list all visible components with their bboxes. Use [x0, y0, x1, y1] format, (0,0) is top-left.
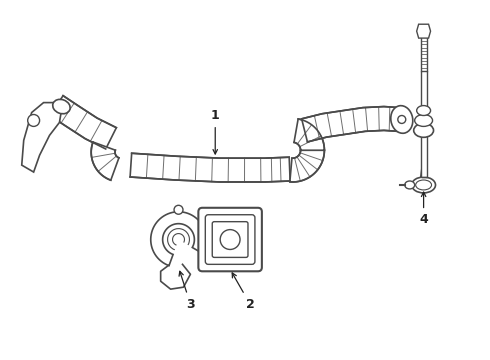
Polygon shape	[290, 150, 324, 182]
FancyBboxPatch shape	[205, 215, 255, 264]
Polygon shape	[91, 142, 119, 180]
Ellipse shape	[391, 105, 413, 133]
Ellipse shape	[415, 114, 433, 126]
Text: 2: 2	[232, 273, 254, 311]
Ellipse shape	[53, 99, 70, 114]
FancyBboxPatch shape	[212, 222, 248, 257]
Circle shape	[220, 230, 240, 249]
Ellipse shape	[405, 181, 415, 189]
Circle shape	[174, 205, 183, 214]
Circle shape	[398, 116, 406, 123]
Text: 4: 4	[419, 192, 428, 226]
Text: 1: 1	[211, 109, 220, 154]
Polygon shape	[420, 130, 427, 177]
Text: 3: 3	[179, 271, 195, 311]
Polygon shape	[302, 107, 400, 142]
Circle shape	[28, 114, 40, 126]
Ellipse shape	[416, 180, 432, 190]
Polygon shape	[22, 103, 61, 172]
Polygon shape	[420, 71, 427, 108]
Polygon shape	[130, 153, 290, 182]
Polygon shape	[151, 212, 206, 266]
FancyBboxPatch shape	[198, 208, 262, 271]
Ellipse shape	[414, 123, 434, 137]
Polygon shape	[294, 119, 324, 150]
Polygon shape	[50, 96, 116, 149]
Ellipse shape	[416, 105, 431, 116]
Ellipse shape	[412, 177, 436, 193]
Polygon shape	[416, 24, 431, 38]
